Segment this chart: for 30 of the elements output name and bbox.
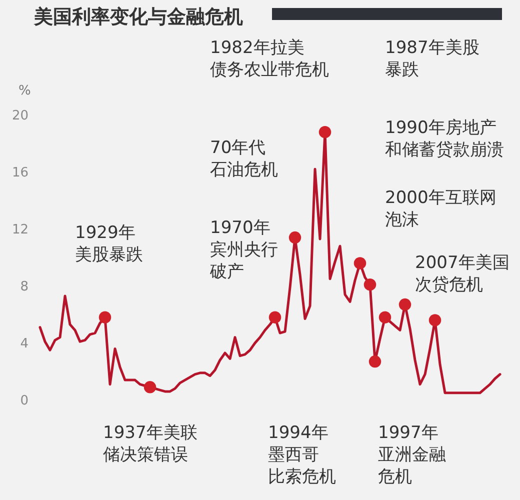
text: 1982年拉美债务农业带危机	[210, 38, 329, 80]
point	[368, 355, 382, 368]
point	[268, 311, 282, 324]
point	[98, 311, 112, 324]
point	[428, 314, 442, 326]
y-tick-label: 12	[12, 222, 28, 238]
annotation: 1970年宾州央行破产	[209, 218, 278, 282]
annotation: 1990年房地产和储蓄贷款崩溃	[385, 118, 504, 160]
y-tick-label: 16	[12, 166, 28, 180]
point	[378, 311, 392, 324]
y-tick-label: 4	[20, 336, 28, 352]
annotation: 1929年美股暴跌	[75, 223, 143, 265]
text: 1937年美联储决策错误	[103, 423, 198, 465]
annotation: 2007年美国次贷危机	[415, 253, 510, 295]
text: 1994年墨西哥比索危机	[268, 423, 336, 487]
point	[354, 257, 366, 270]
point	[318, 126, 332, 138]
chart-title: 美国利率变化与金融危机	[34, 5, 243, 30]
point	[364, 278, 376, 291]
point	[144, 381, 156, 394]
point	[398, 298, 412, 311]
y-tick-label: 0	[20, 394, 28, 408]
y-axis-title: %	[18, 84, 31, 98]
text: 1997年亚洲金融危机	[378, 423, 446, 487]
annotation: 70年代石油危机	[210, 138, 278, 180]
annotation: 2000年互联网泡沫	[385, 188, 496, 230]
y-tick-label: 20	[12, 108, 28, 124]
text: 1987年美股暴跌	[385, 38, 480, 80]
y-tick-label: 8	[20, 280, 28, 294]
point	[288, 231, 302, 244]
